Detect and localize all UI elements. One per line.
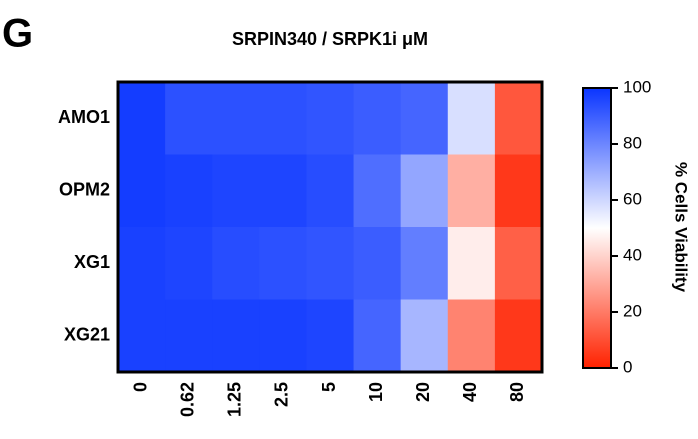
heatmap-cell <box>494 82 543 155</box>
heatmap-cell <box>118 227 166 300</box>
heatmap-cell <box>400 227 449 300</box>
heatmap-cell <box>306 227 355 300</box>
y-tick-label: OPM2 <box>59 180 110 200</box>
heatmap-cell <box>353 299 402 373</box>
x-tick-label: 40 <box>460 382 480 402</box>
heatmap-cell <box>494 154 543 228</box>
x-tick-label: 0 <box>130 382 150 392</box>
heatmap-cell <box>165 227 213 300</box>
heatmap-cell <box>447 299 496 373</box>
heatmap-cell <box>306 154 355 228</box>
x-tick-label: 20 <box>413 382 433 402</box>
x-tick-label: 80 <box>507 382 527 402</box>
x-tick-label: 5 <box>319 382 339 392</box>
heatmap-cell <box>353 154 402 228</box>
panel-label: G <box>2 12 33 56</box>
heatmap-cell <box>212 299 260 373</box>
heatmap-cell <box>447 227 496 300</box>
colorbar-tick-label: 40 <box>623 245 642 264</box>
colorbar-tick-label: 80 <box>623 133 642 152</box>
x-tick-label: 0.62 <box>177 382 197 417</box>
x-tick-label: 10 <box>366 382 386 402</box>
y-tick-label: AMO1 <box>58 107 110 127</box>
x-tick-label: 1.25 <box>225 382 245 417</box>
colorbar-label: % Cells Viability <box>672 162 691 293</box>
heatmap-cell <box>353 227 402 300</box>
heatmap-cell <box>118 154 166 228</box>
colorbar <box>582 87 612 369</box>
heatmap-cell <box>353 82 402 155</box>
heatmap-cell <box>259 299 307 373</box>
heatmap-cell <box>259 82 307 155</box>
colorbar-tick-label: 20 <box>623 301 642 320</box>
heatmap-cell <box>212 154 260 228</box>
x-tick-label: 2.5 <box>272 382 292 407</box>
heatmap-cell <box>212 82 260 155</box>
chart-title: SRPIN340 / SRPK1i μM <box>232 29 428 49</box>
heatmap-cell <box>494 227 543 300</box>
heatmap-cell <box>118 299 166 373</box>
heatmap-cell <box>400 154 449 228</box>
heatmap-cell <box>212 227 260 300</box>
heatmap-cell <box>259 154 307 228</box>
heatmap-cell <box>118 82 166 155</box>
heatmap-frame <box>116 80 544 374</box>
heatmap-cell <box>306 299 355 373</box>
heatmap-cell <box>400 299 449 373</box>
y-tick-label: XG1 <box>74 252 110 272</box>
colorbar-tick-label: 60 <box>623 189 642 208</box>
heatmap-cell <box>165 299 213 373</box>
heatmap-cell <box>400 82 449 155</box>
heatmap-cell <box>447 82 496 155</box>
y-tick-label: XG21 <box>64 325 110 345</box>
heatmap-cell <box>447 154 496 228</box>
colorbar-tick-label: 100 <box>623 77 651 96</box>
heatmap-cell <box>165 82 213 155</box>
heatmap-cell <box>259 227 307 300</box>
heatmap-cell <box>165 154 213 228</box>
colorbar-tick-label: 0 <box>623 357 632 376</box>
heatmap-cell <box>306 82 355 155</box>
heatmap-cell <box>494 299 543 373</box>
